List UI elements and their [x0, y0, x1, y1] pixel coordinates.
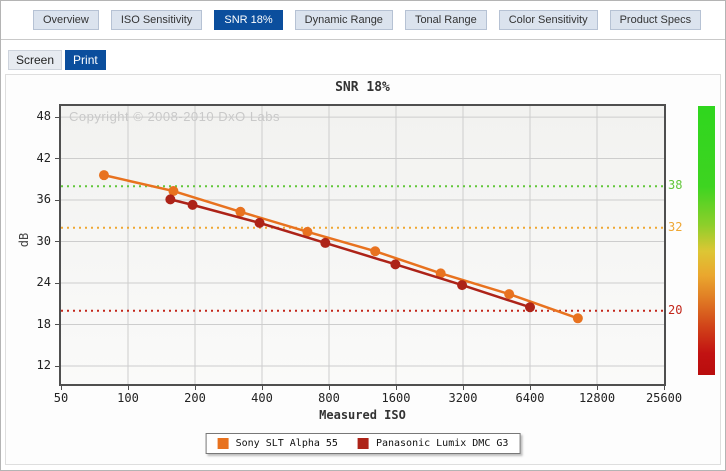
x-tick-label: 200 — [184, 391, 206, 405]
legend-item: Panasonic Lumix DMC G3 — [357, 438, 509, 449]
tab-snr-18[interactable]: SNR 18% — [214, 10, 283, 30]
tab-dynamic-range[interactable]: Dynamic Range — [294, 10, 393, 30]
data-point — [165, 194, 176, 205]
x-tick-label: 400 — [251, 391, 273, 405]
x-tick-mark — [262, 386, 263, 390]
tab-print[interactable]: Print — [65, 50, 106, 70]
threshold-value-label: 20 — [668, 302, 683, 317]
copyright-watermark: Copyright © 2008-2010 DxO Labs — [69, 109, 281, 124]
data-point — [390, 259, 401, 270]
y-tick-label: 42 — [36, 150, 51, 165]
threshold-value-label: 32 — [668, 219, 683, 234]
data-point — [370, 246, 381, 257]
legend-item: Sony SLT Alpha 55 — [217, 438, 338, 449]
tab-tonal-range[interactable]: Tonal Range — [404, 10, 487, 30]
y-tick-label: 18 — [36, 316, 51, 331]
x-tick-label: 1600 — [381, 391, 411, 405]
y-tick-mark — [55, 158, 59, 160]
measurement-tabs: Overview ISO Sensitivity SNR 18% Dynamic… — [1, 1, 725, 40]
tab-product-specs[interactable]: Product Specs — [609, 10, 702, 30]
quality-gradient-bar — [698, 106, 715, 375]
data-point — [254, 217, 265, 228]
data-point — [504, 289, 515, 300]
x-tick-label: 100 — [117, 391, 139, 405]
threshold-value-label: 38 — [668, 178, 683, 193]
data-point — [572, 313, 583, 324]
y-tick-mark — [55, 116, 59, 118]
chart-title: SNR 18% — [335, 80, 390, 95]
x-tick-mark — [195, 386, 196, 390]
y-tick-mark — [55, 324, 59, 326]
y-tick-label: 36 — [36, 192, 51, 207]
view-mode-tabs: Screen Print — [8, 50, 106, 70]
x-tick-mark — [664, 386, 665, 390]
legend-swatch — [217, 438, 229, 449]
tab-color-sensitivity[interactable]: Color Sensitivity — [498, 10, 598, 30]
plot-svg — [61, 106, 664, 384]
x-tick-mark — [463, 386, 464, 390]
tab-overview[interactable]: Overview — [33, 10, 99, 30]
data-point — [457, 280, 468, 291]
legend-label: Sony SLT Alpha 55 — [235, 438, 338, 449]
x-axis-label: Measured ISO — [319, 408, 406, 422]
legend: Sony SLT Alpha 55 Panasonic Lumix DMC G3 — [205, 433, 521, 454]
y-tick-label: 12 — [36, 358, 51, 373]
legend-label: Panasonic Lumix DMC G3 — [375, 438, 509, 449]
series-line — [103, 173, 579, 320]
series-line — [170, 198, 531, 309]
data-point — [98, 170, 109, 181]
y-axis-ticks: 12 18 24 30 36 42 48 — [1, 106, 59, 384]
y-tick-label: 24 — [36, 275, 51, 290]
x-tick-label: 800 — [318, 391, 340, 405]
x-tick-mark — [128, 386, 129, 390]
data-point — [435, 268, 446, 279]
x-tick-mark — [61, 386, 62, 390]
data-point — [525, 302, 535, 313]
y-tick-mark — [55, 199, 59, 201]
data-point — [235, 206, 246, 217]
y-tick-mark — [55, 241, 59, 243]
data-point — [320, 237, 331, 248]
x-tick-label: 50 — [53, 391, 69, 405]
legend-swatch — [357, 438, 369, 449]
tab-iso-sensitivity[interactable]: ISO Sensitivity — [110, 10, 203, 30]
y-tick-label: 48 — [36, 109, 51, 124]
x-axis-ticks: 50 100 200 400 800 1600 3200 6400 12800 25600 — [54, 386, 682, 406]
x-tick-mark — [530, 386, 531, 390]
y-tick-mark — [55, 282, 59, 284]
x-tick-mark — [396, 386, 397, 390]
y-tick-mark — [55, 365, 59, 367]
x-tick-mark — [597, 386, 598, 390]
data-point — [168, 186, 179, 197]
y-tick-label: 30 — [36, 233, 51, 248]
data-point — [187, 199, 198, 210]
x-tick-label: 6400 — [515, 391, 545, 405]
x-tick-label: 3200 — [448, 391, 478, 405]
plot-area — [59, 104, 666, 386]
tab-screen[interactable]: Screen — [8, 50, 63, 70]
data-point — [302, 226, 313, 237]
x-tick-mark — [329, 386, 330, 390]
x-tick-label: 12800 — [578, 391, 616, 405]
x-tick-label: 25600 — [645, 391, 683, 405]
